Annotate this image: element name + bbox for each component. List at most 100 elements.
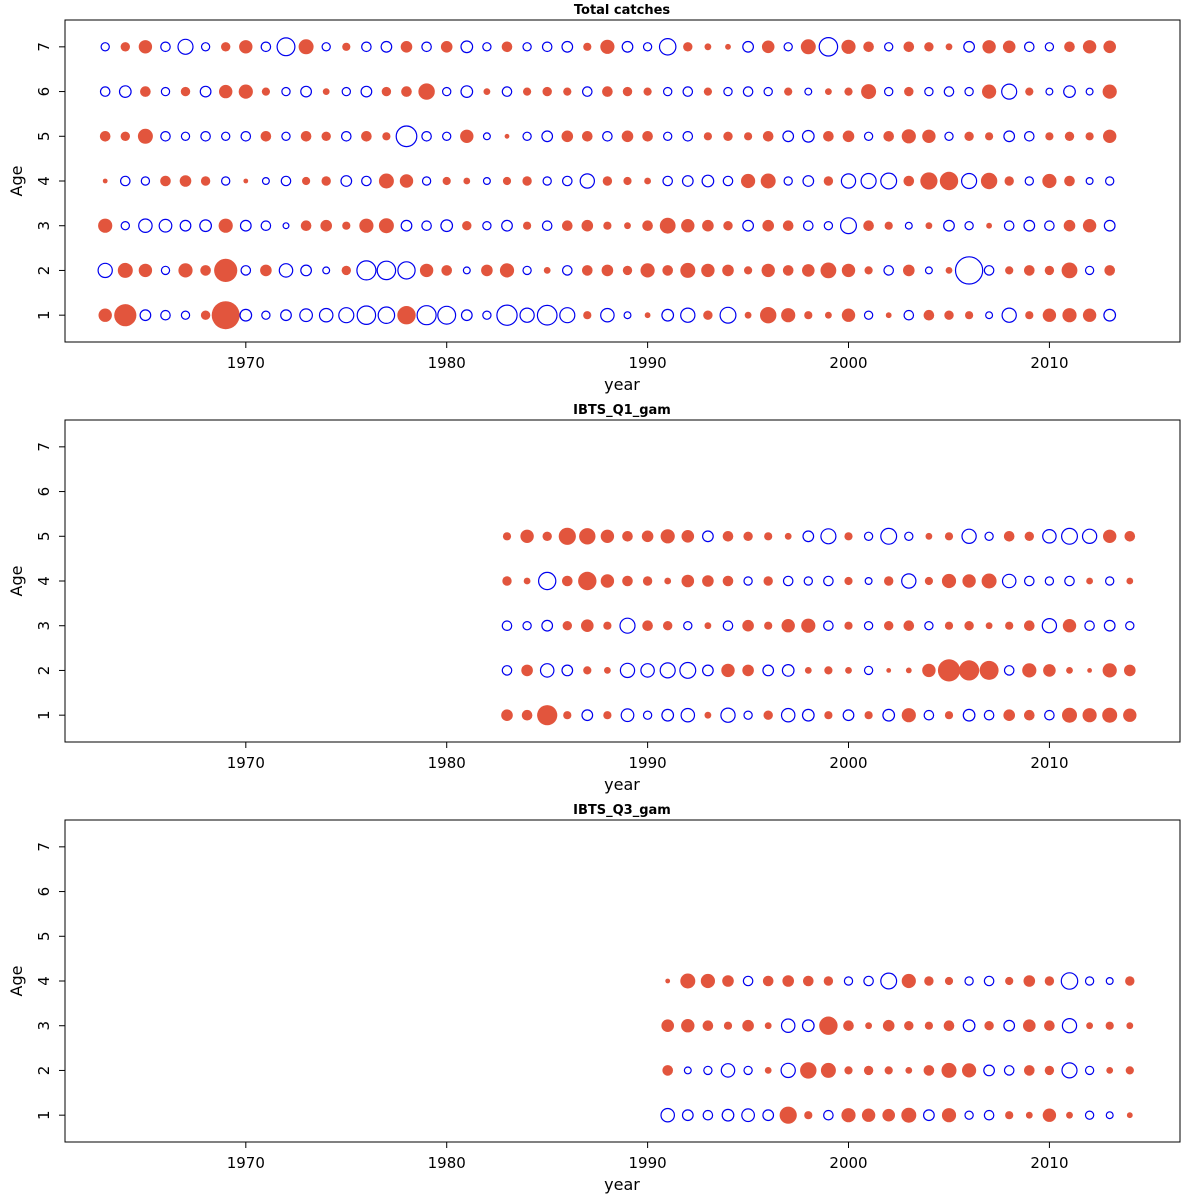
bubble [1125,1066,1134,1075]
bubble [180,86,191,97]
bubble [943,86,955,97]
bubble [416,305,437,326]
bubble [239,40,253,54]
bubble [842,709,855,722]
bubble [1044,976,1055,986]
y-axis-label: Age [7,566,26,597]
bubble [662,1065,673,1076]
bubble [421,220,432,231]
bubble [1124,531,1136,542]
bubble [723,131,733,141]
bubble [1044,220,1055,231]
bubble [602,86,613,97]
bubble [482,310,492,320]
bubble [561,265,573,276]
bubble [704,711,712,719]
bubble [744,311,752,319]
bubble [742,219,754,232]
bubble [563,87,572,96]
bubble [923,1109,935,1122]
bubble [722,620,734,631]
bubble [619,662,636,679]
bubble [704,622,712,630]
bubble [683,620,693,631]
bubble [619,617,636,634]
bubble [863,620,874,631]
bubble [841,1108,856,1123]
bubble [863,975,874,987]
bubble [261,177,270,186]
bubble [903,309,915,321]
bubble [984,531,994,541]
bubble [1024,531,1035,541]
bubble [321,42,331,52]
bubble [321,176,331,186]
bubble [623,311,632,320]
bubble [665,978,671,984]
bubble [482,220,492,231]
bubble [961,528,977,544]
bubble [702,219,714,232]
bubble [562,575,573,587]
bubble [1084,976,1095,986]
bubble [460,129,474,143]
bubble [924,976,934,986]
bubble [542,531,552,541]
bubble [702,1109,714,1121]
bubble [642,220,653,231]
bubble [1004,176,1014,186]
bubble [519,307,535,323]
y-tick-label: 1 [35,310,53,320]
bubble [397,306,416,325]
bubble [681,219,695,233]
x-axis-label: year [604,775,640,794]
bubble [823,131,834,142]
bubble [901,708,916,723]
bubble [501,219,513,232]
bubble [322,266,331,275]
bubble [983,975,995,987]
bubble [801,129,815,143]
bubble [964,131,974,141]
bubble [1064,41,1075,53]
bubble [539,663,555,678]
y-tick-label: 1 [35,710,53,720]
bubble [221,42,231,52]
bubble [842,130,855,143]
bubble [660,1107,675,1123]
bubble [804,311,813,320]
bubble [579,528,596,545]
bubble [298,39,314,55]
bubble [763,576,773,586]
bubble [642,576,653,586]
bubble [220,131,231,141]
bubble [1063,85,1076,98]
bubble [460,85,474,98]
bubble [763,86,773,97]
bubble [1024,176,1035,186]
bubble [743,576,753,586]
bubble [801,618,816,633]
x-tick-label: 2000 [829,754,867,772]
bubble [741,173,756,189]
bubble [880,527,898,545]
bubble [583,42,592,51]
bubble [437,305,457,325]
bubble [502,532,512,541]
bubble [924,1021,934,1030]
bubble [944,131,954,141]
y-tick-label: 4 [35,976,53,986]
bubble [864,577,873,586]
bubble [743,531,753,541]
bubble [723,1021,733,1030]
bubble [659,662,676,679]
bubble [904,86,914,97]
bubble [1084,265,1095,276]
bubble [1061,1017,1078,1034]
panel-total-catches-svg: Total catches 1970 1980 1990 2000 2010 1 2 3 4 5 6… [7,3,1181,394]
bubble [622,531,633,542]
bubble [158,218,173,233]
bubble [884,576,894,586]
bubble [138,218,153,233]
bubble [1003,1065,1015,1076]
